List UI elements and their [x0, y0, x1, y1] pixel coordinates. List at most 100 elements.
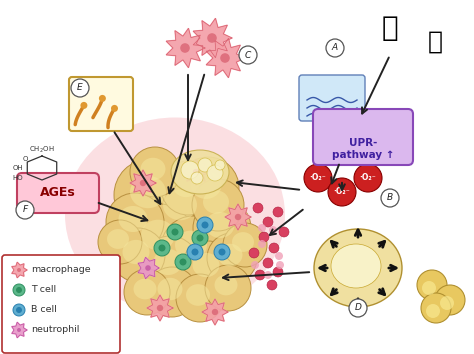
Circle shape: [175, 254, 191, 270]
Circle shape: [381, 189, 399, 207]
Ellipse shape: [232, 232, 254, 252]
Text: B: B: [387, 194, 393, 202]
Circle shape: [279, 227, 289, 237]
Circle shape: [114, 159, 186, 231]
Ellipse shape: [314, 229, 402, 307]
Circle shape: [201, 222, 209, 228]
FancyBboxPatch shape: [17, 173, 99, 213]
Text: D: D: [355, 303, 362, 313]
Circle shape: [124, 269, 170, 315]
Ellipse shape: [122, 240, 149, 264]
Polygon shape: [206, 38, 245, 78]
Polygon shape: [130, 170, 156, 196]
Circle shape: [172, 228, 179, 235]
Ellipse shape: [186, 284, 210, 306]
Circle shape: [181, 161, 199, 179]
Ellipse shape: [331, 244, 381, 288]
FancyBboxPatch shape: [2, 255, 120, 353]
Circle shape: [177, 157, 239, 219]
Circle shape: [192, 230, 208, 246]
Circle shape: [16, 307, 22, 313]
Circle shape: [140, 180, 146, 186]
Text: B cell: B cell: [31, 306, 57, 314]
Text: UPR-
pathway ↑: UPR- pathway ↑: [332, 138, 394, 160]
Circle shape: [207, 33, 217, 43]
Circle shape: [98, 220, 142, 264]
Circle shape: [106, 193, 164, 251]
Text: O: O: [22, 156, 27, 162]
Text: AGEs: AGEs: [40, 187, 76, 200]
Circle shape: [180, 258, 186, 266]
Text: F: F: [22, 206, 27, 215]
Circle shape: [264, 271, 272, 279]
Circle shape: [269, 226, 277, 234]
Ellipse shape: [154, 249, 182, 275]
Ellipse shape: [206, 212, 235, 238]
Circle shape: [141, 236, 199, 294]
Circle shape: [17, 328, 21, 332]
Circle shape: [421, 293, 451, 323]
Ellipse shape: [107, 229, 129, 249]
Circle shape: [263, 258, 273, 268]
Circle shape: [267, 280, 277, 290]
Circle shape: [205, 265, 251, 311]
Circle shape: [251, 261, 259, 269]
Circle shape: [81, 102, 87, 109]
Circle shape: [191, 172, 203, 184]
Circle shape: [326, 39, 344, 57]
Polygon shape: [12, 322, 27, 338]
Circle shape: [258, 240, 266, 248]
Ellipse shape: [192, 253, 219, 277]
Text: CH$_2$OH: CH$_2$OH: [29, 145, 55, 155]
Circle shape: [16, 201, 34, 219]
Circle shape: [253, 203, 263, 213]
Ellipse shape: [171, 150, 229, 194]
Ellipse shape: [130, 176, 166, 208]
Circle shape: [349, 299, 367, 317]
Circle shape: [255, 270, 265, 280]
Circle shape: [275, 252, 283, 260]
Text: OH: OH: [13, 165, 23, 171]
Circle shape: [111, 105, 118, 112]
Circle shape: [258, 224, 266, 232]
Circle shape: [273, 267, 283, 277]
Ellipse shape: [203, 190, 229, 214]
Text: T cell: T cell: [31, 285, 56, 295]
Circle shape: [154, 240, 170, 256]
Text: ·O₂⁻: ·O₂⁻: [334, 188, 350, 196]
Circle shape: [235, 214, 241, 220]
Circle shape: [17, 268, 21, 272]
Ellipse shape: [141, 220, 175, 250]
Circle shape: [276, 261, 284, 269]
Text: C: C: [245, 51, 251, 59]
Circle shape: [13, 284, 25, 296]
Circle shape: [207, 165, 223, 181]
Ellipse shape: [191, 171, 221, 199]
Ellipse shape: [65, 118, 285, 313]
Circle shape: [157, 305, 163, 311]
Text: 🍕: 🍕: [428, 30, 443, 54]
Circle shape: [249, 248, 259, 258]
Circle shape: [167, 224, 183, 240]
Ellipse shape: [215, 275, 237, 295]
Text: macrophage: macrophage: [31, 266, 91, 274]
Circle shape: [161, 216, 225, 280]
Polygon shape: [147, 295, 173, 321]
Circle shape: [192, 179, 244, 231]
Circle shape: [147, 267, 197, 317]
Circle shape: [126, 204, 194, 272]
Text: A: A: [332, 44, 338, 52]
Circle shape: [435, 285, 465, 315]
Polygon shape: [138, 257, 159, 279]
Circle shape: [130, 147, 180, 197]
Ellipse shape: [218, 244, 243, 266]
Circle shape: [215, 160, 225, 170]
Circle shape: [263, 217, 273, 227]
Circle shape: [328, 178, 356, 206]
Circle shape: [269, 243, 279, 253]
Circle shape: [440, 296, 454, 310]
FancyBboxPatch shape: [299, 75, 365, 121]
Circle shape: [354, 164, 382, 192]
Circle shape: [426, 304, 440, 318]
Polygon shape: [166, 28, 205, 68]
